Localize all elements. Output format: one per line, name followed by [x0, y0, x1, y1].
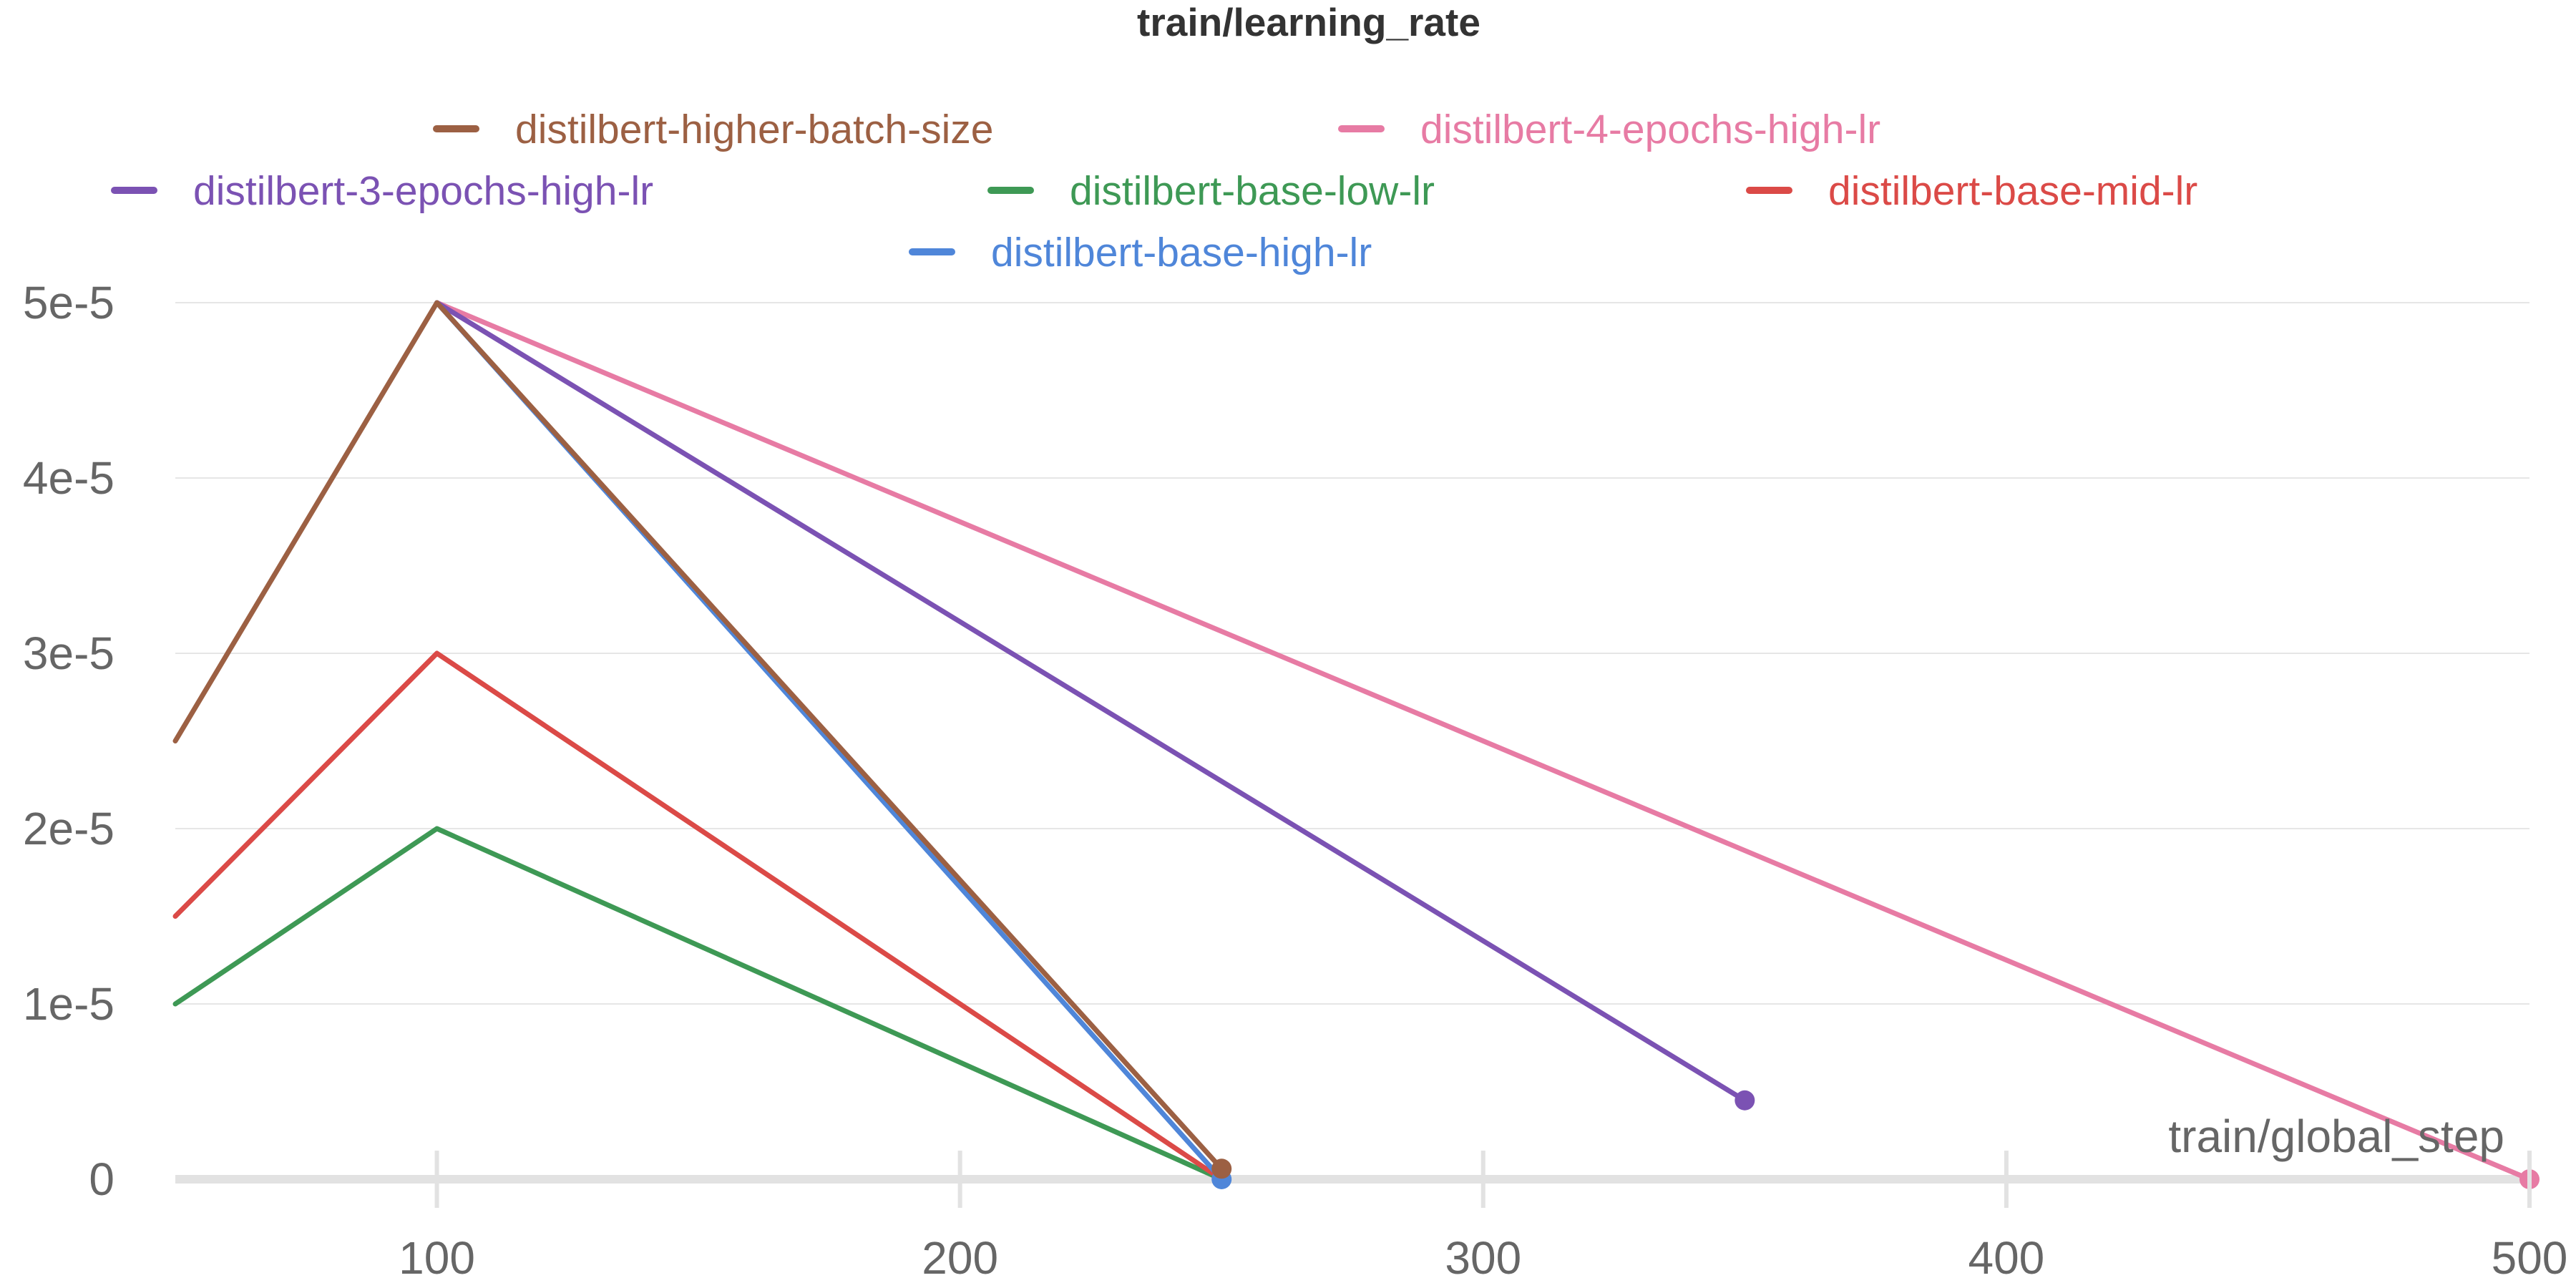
x-axis-ticks: 100 200 300 400 500 [399, 1151, 2567, 1284]
series-end-point [1211, 1158, 1232, 1179]
series-distilbert-3-epochs-high-lr [434, 300, 1755, 1111]
legend-label: distilbert-base-mid-lr [1828, 168, 2197, 214]
legend-item[interactable]: distilbert-higher-batch-size [433, 107, 993, 152]
series-distilbert-base-low-lr [172, 826, 1224, 1182]
series-distilbert-higher-batch-size [172, 300, 1232, 1179]
y-tick-label: 5e-5 [23, 277, 114, 328]
series-line [172, 650, 1224, 1182]
y-tick-label: 4e-5 [23, 452, 114, 504]
legend-item[interactable]: distilbert-base-low-lr [987, 168, 1435, 214]
legend-label: distilbert-4-epochs-high-lr [1420, 107, 1880, 152]
legend-item[interactable]: distilbert-base-high-lr [909, 230, 1372, 275]
y-tick-label: 0 [89, 1153, 114, 1205]
series-end-point [1735, 1090, 1755, 1111]
y-tick-label: 3e-5 [23, 628, 114, 679]
series-distilbert-base-mid-lr [172, 650, 1224, 1182]
series-line [434, 300, 1747, 1103]
series-layer [172, 300, 2540, 1189]
legend: distilbert-higher-batch-size distilbert-4… [111, 107, 2197, 275]
series-line [172, 300, 1224, 1171]
y-tick-label: 2e-5 [23, 803, 114, 854]
legend-label: distilbert-3-epochs-high-lr [193, 168, 653, 214]
series-line [172, 826, 1224, 1182]
legend-label: distilbert-base-low-lr [1070, 168, 1435, 214]
chart-title: train/learning_rate [1137, 0, 1480, 44]
series-distilbert-4-epochs-high-lr [434, 300, 2540, 1189]
x-tick-label: 200 [922, 1232, 998, 1284]
y-axis-ticks: 0 1e-5 2e-5 3e-5 4e-5 5e-5 [23, 277, 114, 1205]
y-tick-label: 1e-5 [23, 978, 114, 1030]
legend-label: distilbert-base-high-lr [991, 230, 1372, 275]
x-tick-label: 300 [1445, 1232, 1521, 1284]
legend-label: distilbert-higher-batch-size [515, 107, 993, 152]
legend-item[interactable]: distilbert-base-mid-lr [1746, 168, 2197, 214]
legend-item[interactable]: distilbert-4-epochs-high-lr [1338, 107, 1880, 152]
x-axis-title: train/global_step [2168, 1111, 2504, 1162]
x-tick-label: 100 [399, 1232, 475, 1284]
x-tick-label: 400 [1968, 1232, 2044, 1284]
grid [175, 302, 2529, 1005]
x-tick-label: 500 [2492, 1232, 2568, 1284]
legend-item[interactable]: distilbert-3-epochs-high-lr [111, 168, 653, 214]
series-line [434, 300, 2532, 1182]
